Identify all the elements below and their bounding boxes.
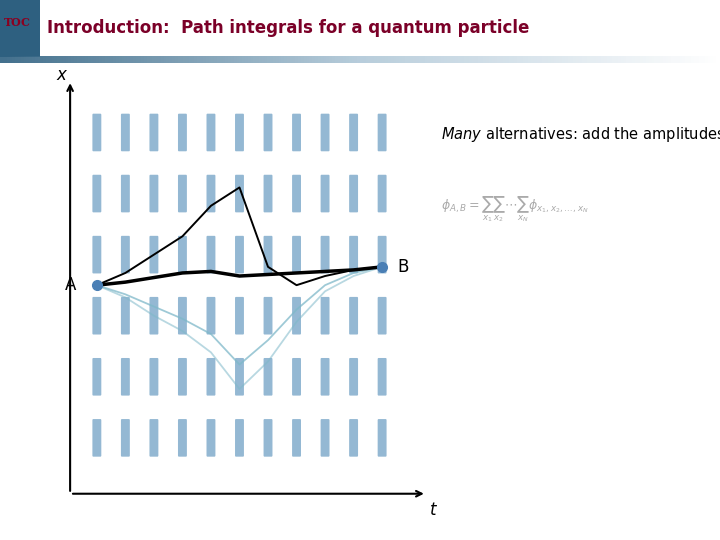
FancyBboxPatch shape — [207, 358, 215, 396]
FancyBboxPatch shape — [264, 175, 272, 212]
FancyBboxPatch shape — [320, 114, 330, 151]
FancyBboxPatch shape — [150, 236, 158, 273]
Text: t: t — [430, 501, 436, 519]
FancyBboxPatch shape — [121, 114, 130, 151]
FancyBboxPatch shape — [235, 358, 244, 396]
FancyBboxPatch shape — [378, 297, 387, 334]
Text: C: C — [20, 17, 29, 28]
Bar — [0, 0, 40, 57]
FancyBboxPatch shape — [349, 114, 358, 151]
FancyBboxPatch shape — [292, 297, 301, 334]
FancyBboxPatch shape — [178, 358, 187, 396]
Text: T: T — [4, 17, 12, 28]
FancyBboxPatch shape — [235, 297, 244, 334]
Text: A: A — [65, 276, 76, 294]
FancyBboxPatch shape — [378, 175, 387, 212]
FancyBboxPatch shape — [320, 358, 330, 396]
FancyBboxPatch shape — [264, 114, 272, 151]
FancyBboxPatch shape — [264, 358, 272, 396]
FancyBboxPatch shape — [121, 297, 130, 334]
FancyBboxPatch shape — [349, 236, 358, 273]
FancyBboxPatch shape — [235, 236, 244, 273]
FancyBboxPatch shape — [349, 419, 358, 457]
FancyBboxPatch shape — [150, 297, 158, 334]
FancyBboxPatch shape — [320, 419, 330, 457]
FancyBboxPatch shape — [92, 297, 102, 334]
FancyBboxPatch shape — [207, 419, 215, 457]
FancyBboxPatch shape — [178, 419, 187, 457]
Text: $\mathit{Many}$ alternatives: add the amplitudes: $\mathit{Many}$ alternatives: add the am… — [441, 125, 720, 144]
FancyBboxPatch shape — [92, 175, 102, 212]
FancyBboxPatch shape — [207, 236, 215, 273]
FancyBboxPatch shape — [264, 236, 272, 273]
Text: B: B — [397, 258, 408, 276]
FancyBboxPatch shape — [178, 297, 187, 334]
FancyBboxPatch shape — [292, 419, 301, 457]
FancyBboxPatch shape — [292, 175, 301, 212]
Text: $\phi_{A,B} = \sum_{x_1}\sum_{x_2}\cdots\sum_{x_N}\phi_{x_1, x_2, \ldots, x_N}$: $\phi_{A,B} = \sum_{x_1}\sum_{x_2}\cdots… — [441, 194, 588, 224]
Text: x: x — [56, 66, 66, 84]
FancyBboxPatch shape — [121, 236, 130, 273]
FancyBboxPatch shape — [264, 297, 272, 334]
FancyBboxPatch shape — [292, 358, 301, 396]
FancyBboxPatch shape — [92, 236, 102, 273]
Text: O: O — [11, 17, 21, 28]
FancyBboxPatch shape — [207, 114, 215, 151]
FancyBboxPatch shape — [121, 358, 130, 396]
FancyBboxPatch shape — [349, 175, 358, 212]
FancyBboxPatch shape — [378, 419, 387, 457]
FancyBboxPatch shape — [150, 175, 158, 212]
FancyBboxPatch shape — [292, 236, 301, 273]
FancyBboxPatch shape — [121, 419, 130, 457]
FancyBboxPatch shape — [207, 175, 215, 212]
FancyBboxPatch shape — [150, 114, 158, 151]
FancyBboxPatch shape — [92, 114, 102, 151]
FancyBboxPatch shape — [121, 175, 130, 212]
FancyBboxPatch shape — [320, 297, 330, 334]
FancyBboxPatch shape — [178, 236, 187, 273]
FancyBboxPatch shape — [92, 419, 102, 457]
FancyBboxPatch shape — [320, 175, 330, 212]
FancyBboxPatch shape — [150, 358, 158, 396]
FancyBboxPatch shape — [378, 236, 387, 273]
FancyBboxPatch shape — [235, 419, 244, 457]
FancyBboxPatch shape — [178, 114, 187, 151]
FancyBboxPatch shape — [92, 358, 102, 396]
FancyBboxPatch shape — [378, 114, 387, 151]
FancyBboxPatch shape — [378, 358, 387, 396]
FancyBboxPatch shape — [150, 419, 158, 457]
FancyBboxPatch shape — [235, 114, 244, 151]
FancyBboxPatch shape — [264, 419, 272, 457]
FancyBboxPatch shape — [178, 175, 187, 212]
Text: Introduction:  Path integrals for a quantum particle: Introduction: Path integrals for a quant… — [47, 19, 529, 37]
FancyBboxPatch shape — [292, 114, 301, 151]
FancyBboxPatch shape — [320, 236, 330, 273]
FancyBboxPatch shape — [207, 297, 215, 334]
FancyBboxPatch shape — [235, 175, 244, 212]
FancyBboxPatch shape — [349, 358, 358, 396]
FancyBboxPatch shape — [349, 297, 358, 334]
